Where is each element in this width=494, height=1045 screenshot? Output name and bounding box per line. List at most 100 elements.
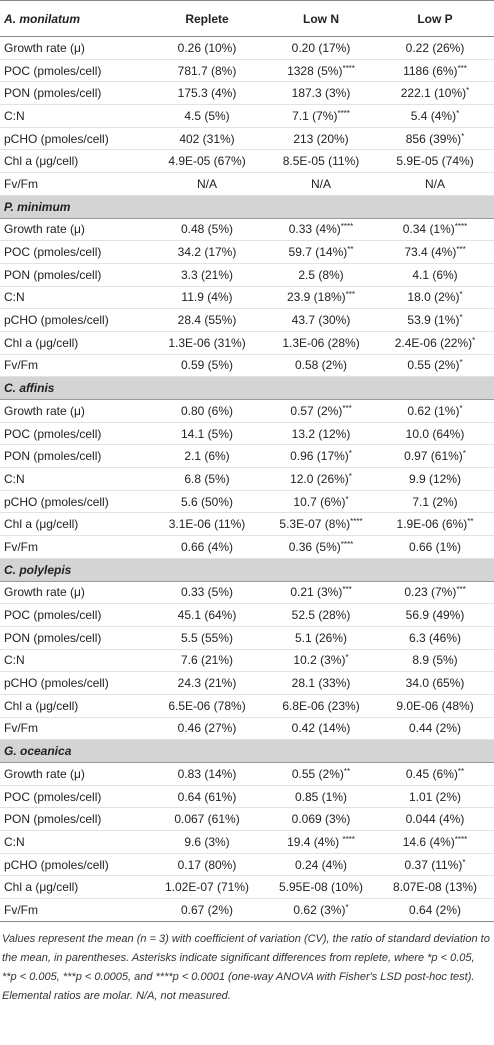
data-row: pCHO (pmoles/cell) 5.6 (50%) 10.7 (6%)* 7.1… (0, 490, 494, 513)
cell: 1.9E-06 (6%)** (396, 517, 474, 532)
data-row: Chl a (μg/cell) 1.3E-06 (31%) 1.3E-06 (28%… (0, 331, 494, 355)
row-label: pCHO (pmoles/cell) (4, 676, 109, 691)
data-row: PON (pmoles/cell) 3.3 (21%) 2.5 (8%) 4.1 (6… (0, 263, 494, 287)
cell: 3.1E-06 (11%) (168, 517, 246, 532)
cell: 1328 (5%)**** (287, 63, 355, 78)
cell: 402 (31%) (179, 131, 235, 146)
cell: 0.44 (2%) (408, 721, 462, 736)
cell: 0.067 (61%) (174, 812, 240, 827)
data-row: Growth rate (μ) 0.80 (6%) 0.57 (2%)*** 0.62… (0, 400, 494, 423)
table-body: Growth rate (μ) 0.26 (10%) 0.20 (17%) 0.22 … (0, 37, 494, 922)
cell: 0.26 (10%) (177, 40, 237, 55)
data-table: A. monilatum Replete Low N Low P Growth rat… (0, 0, 494, 922)
row-label: Growth rate (μ) (4, 403, 85, 418)
row-label: Growth rate (μ) (4, 40, 85, 55)
cell: 0.48 (5%) (180, 222, 234, 237)
cell: 34.0 (65%) (405, 676, 465, 691)
data-row: POC (pmoles/cell) 781.7 (8%) 1328 (5%)****… (0, 59, 494, 82)
row-label: pCHO (pmoles/cell) (4, 131, 109, 146)
cell: 5.95E-08 (10%) (278, 880, 364, 895)
data-row: PON (pmoles/cell) 175.3 (4%) 187.3 (3%) 222… (0, 82, 494, 105)
cell: 0.36 (5%)**** (288, 539, 354, 554)
data-row: C:N 7.6 (21%) 10.2 (3%)* 8.9 (5%) (0, 649, 494, 672)
cell: 73.4 (4%)*** (404, 245, 466, 260)
cell: 59.7 (14%)** (288, 245, 354, 260)
cell: 0.80 (6%) (180, 403, 234, 418)
cell: 0.66 (4%) (180, 539, 234, 554)
row-label: POC (pmoles/cell) (4, 426, 102, 441)
column-header: Low P (417, 11, 453, 26)
cell: 1186 (6%)*** (403, 63, 467, 78)
cell: 781.7 (8%) (177, 63, 237, 78)
data-row: pCHO (pmoles/cell) 0.17 (80%) 0.24 (4%) 0.3… (0, 853, 494, 876)
cell: 0.45 (6%)** (405, 766, 465, 781)
cell: 0.069 (3%) (291, 812, 351, 827)
data-row: C:N 6.8 (5%) 12.0 (26%)* 9.9 (12%) (0, 468, 494, 491)
cell: 0.67 (2%) (180, 902, 234, 917)
cell: 52.5 (28%) (291, 608, 351, 623)
cell: 5.4 (4%)* (410, 108, 460, 123)
cell: 0.59 (5%) (180, 358, 234, 373)
cell: 0.044 (4%) (405, 812, 465, 827)
cell: 19.4 (4%) **** (287, 834, 355, 849)
cell: 5.5 (55%) (180, 630, 234, 645)
section-row: C. affinis (0, 376, 494, 400)
cell: 7.1 (2%) (412, 494, 458, 509)
row-label: pCHO (pmoles/cell) (4, 857, 109, 872)
cell: 0.66 (1%) (408, 539, 462, 554)
row-label: PON (pmoles/cell) (4, 812, 102, 827)
cell: 1.3E-06 (31%) (168, 335, 246, 350)
column-header: Low N (303, 11, 339, 26)
cell: 5.6 (50%) (180, 494, 234, 509)
data-row: PON (pmoles/cell) 0.067 (61%) 0.069 (3%) 0.… (0, 808, 494, 831)
cell: 187.3 (3%) (291, 86, 351, 101)
row-label: Growth rate (μ) (4, 222, 85, 237)
cell: 0.64 (2%) (408, 902, 462, 917)
cell: 4.9E-05 (67%) (168, 154, 246, 169)
cell: 14.1 (5%) (180, 426, 234, 441)
cell: 856 (39%)* (405, 131, 465, 146)
section-title: G. oceanica (4, 744, 72, 759)
cell: 2.1 (6%) (184, 449, 230, 464)
cell: 4.1 (6%) (412, 267, 458, 282)
cell: N/A (424, 176, 445, 191)
cell: 2.5 (8%) (298, 267, 344, 282)
cell: 0.46 (27%) (177, 721, 237, 736)
data-row: Fv/Fm 0.46 (27%) 0.42 (14%) 0.44 (2%) (0, 717, 494, 740)
data-row: pCHO (pmoles/cell) 24.3 (21%) 28.1 (33%) 34… (0, 672, 494, 695)
cell: 3.3 (21%) (180, 267, 234, 282)
cell: 34.2 (17%) (177, 245, 237, 260)
data-row: Fv/Fm 0.66 (4%) 0.36 (5%)**** 0.66 (1%) (0, 536, 494, 559)
data-row: PON (pmoles/cell) 5.5 (55%) 5.1 (26%) 6.3 (… (0, 626, 494, 650)
cell: 0.55 (2%)** (291, 766, 351, 781)
cell: 0.34 (1%)**** (402, 222, 468, 237)
cell: 0.33 (5%) (180, 585, 234, 600)
row-label: C:N (4, 653, 25, 668)
row-label: Fv/Fm (4, 539, 38, 554)
cell: 2.4E-06 (22%)* (394, 335, 476, 350)
row-label: Chl a (μg/cell) (4, 335, 79, 350)
row-label: Fv/Fm (4, 358, 38, 373)
cell: 5.1 (26%) (294, 630, 348, 645)
row-label: PON (pmoles/cell) (4, 86, 102, 101)
cell: 1.02E-07 (71%) (164, 880, 250, 895)
cell: 6.5E-06 (78%) (168, 698, 246, 713)
cell: 6.8E-06 (23%) (282, 698, 360, 713)
cell: 7.6 (21%) (180, 653, 234, 668)
cell: 56.9 (49%) (405, 608, 465, 623)
cell: 0.23 (7%)*** (404, 585, 466, 600)
data-row: Fv/Fm N/A N/A N/A (0, 173, 494, 196)
cell: 7.1 (7%)**** (292, 108, 350, 123)
cell: 18.0 (2%)* (407, 290, 463, 305)
cell: 4.5 (5%) (184, 108, 230, 123)
cell: 0.83 (14%) (177, 766, 237, 781)
cell: 24.3 (21%) (177, 676, 237, 691)
cell: 175.3 (4%) (177, 86, 237, 101)
data-row: Fv/Fm 0.59 (5%) 0.58 (2%) 0.55 (2%)* (0, 354, 494, 377)
row-label: PON (pmoles/cell) (4, 449, 102, 464)
row-label: Growth rate (μ) (4, 585, 85, 600)
row-label: pCHO (pmoles/cell) (4, 494, 109, 509)
cell: 53.9 (1%)* (407, 313, 463, 328)
cell: 0.42 (14%) (291, 721, 351, 736)
section-row: P. minimum (0, 195, 494, 218)
